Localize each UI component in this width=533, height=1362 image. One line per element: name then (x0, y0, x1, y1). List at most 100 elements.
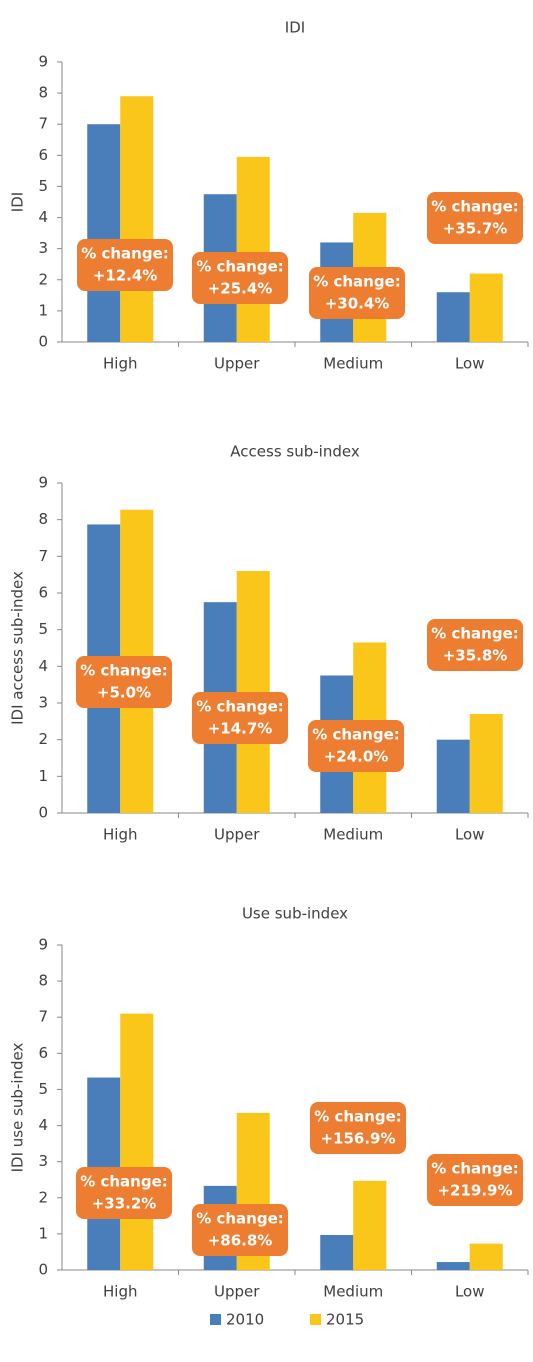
y-tick-label: 3 (38, 694, 48, 712)
legend-swatch (310, 1314, 321, 1325)
annotation-text: % change: (196, 698, 284, 716)
annotation-text: % change: (196, 258, 284, 276)
y-tick-label: 2 (38, 270, 48, 288)
bar (87, 124, 121, 342)
y-tick-label: 0 (38, 804, 48, 822)
bar (469, 1243, 503, 1270)
bar (469, 273, 503, 342)
y-tick-label: 7 (38, 547, 48, 565)
y-axis-label: IDI use sub-index (9, 1042, 27, 1172)
annotation-text: % change: (196, 1210, 284, 1228)
x-tick-label: High (103, 826, 137, 844)
bar (436, 1262, 470, 1270)
y-tick-label: 6 (38, 1044, 48, 1062)
bar (120, 96, 154, 342)
y-tick-label: 3 (38, 239, 48, 257)
x-tick-label: Upper (214, 826, 260, 844)
annotation-box (427, 1154, 523, 1206)
y-tick-label: 8 (38, 510, 48, 528)
chart-title: Use sub-index (242, 905, 348, 923)
x-tick-label: Upper (214, 355, 260, 373)
annotation-box (76, 656, 172, 708)
x-tick-label: Medium (323, 1283, 383, 1301)
x-tick-label: Low (455, 826, 485, 844)
x-tick-label: High (103, 1283, 137, 1301)
annotation-text: % change: (431, 198, 519, 216)
bar (120, 1013, 154, 1270)
annotation-text: % change: (314, 1108, 402, 1126)
annotation-text: % change: (313, 273, 401, 291)
y-tick-label: 1 (38, 767, 48, 785)
y-axis-label: IDI (9, 192, 27, 212)
annotation-text: +5.0% (97, 684, 151, 702)
annotation-box (308, 720, 404, 772)
y-tick-label: 0 (38, 333, 48, 351)
y-tick-label: 1 (38, 301, 48, 319)
annotation-box (427, 192, 523, 244)
x-tick-label: Low (455, 1283, 485, 1301)
bar (436, 292, 470, 342)
annotation-box (192, 1204, 288, 1256)
legend-swatch (210, 1314, 221, 1325)
x-tick-label: Medium (323, 826, 383, 844)
annotation-text: % change: (80, 1173, 168, 1191)
y-tick-label: 9 (38, 53, 48, 71)
y-tick-label: 5 (38, 1080, 48, 1098)
annotation-text: % change: (431, 1160, 519, 1178)
bar (469, 714, 503, 813)
y-tick-label: 4 (38, 1116, 48, 1134)
annotation-text: +156.9% (320, 1130, 395, 1148)
annotation-text: +25.4% (208, 280, 273, 298)
annotation-text: % change: (81, 245, 169, 263)
annotation-text: +14.7% (208, 720, 273, 738)
x-tick-label: Low (455, 355, 485, 373)
y-tick-label: 2 (38, 730, 48, 748)
annotation-box (192, 252, 288, 304)
annotation-text: % change: (431, 625, 519, 643)
annotation-text: +12.4% (93, 267, 158, 285)
y-tick-label: 6 (38, 584, 48, 602)
y-tick-label: 5 (38, 620, 48, 638)
annotation-text: +30.4% (325, 295, 390, 313)
x-tick-label: Upper (214, 1283, 260, 1301)
y-tick-label: 1 (38, 1224, 48, 1242)
bar (236, 156, 270, 342)
y-tick-label: 3 (38, 1152, 48, 1170)
annotation-text: +86.8% (208, 1232, 273, 1250)
bar (436, 739, 470, 813)
annotation-box (192, 692, 288, 744)
y-tick-label: 8 (38, 84, 48, 102)
legend-label: 2015 (326, 1311, 364, 1329)
legend-label: 2010 (226, 1311, 264, 1329)
y-tick-label: 7 (38, 1008, 48, 1026)
y-tick-label: 4 (38, 208, 48, 226)
y-tick-label: 6 (38, 146, 48, 164)
annotation-box (77, 239, 173, 291)
y-tick-label: 2 (38, 1188, 48, 1206)
y-tick-label: 4 (38, 657, 48, 675)
y-tick-label: 8 (38, 972, 48, 990)
chart-title: Access sub-index (230, 443, 360, 461)
y-tick-label: 5 (38, 177, 48, 195)
x-tick-label: Medium (323, 355, 383, 373)
annotation-text: +24.0% (324, 748, 389, 766)
y-tick-label: 7 (38, 115, 48, 133)
chart-title: IDI (285, 19, 305, 37)
annotation-text: +35.8% (443, 647, 508, 665)
annotation-text: +219.9% (437, 1182, 512, 1200)
y-axis-label: IDI access sub-index (9, 571, 27, 725)
bar (320, 1234, 354, 1270)
annotation-text: % change: (312, 726, 400, 744)
bar (353, 1180, 387, 1270)
annotation-text: +33.2% (92, 1195, 157, 1213)
y-tick-label: 9 (38, 474, 48, 492)
annotation-box (427, 619, 523, 671)
y-tick-label: 9 (38, 936, 48, 954)
annotation-box (309, 267, 405, 319)
x-tick-label: High (103, 355, 137, 373)
annotation-text: +35.7% (443, 220, 508, 238)
y-tick-label: 0 (38, 1261, 48, 1279)
annotation-text: % change: (80, 662, 168, 680)
annotation-box (310, 1102, 406, 1154)
